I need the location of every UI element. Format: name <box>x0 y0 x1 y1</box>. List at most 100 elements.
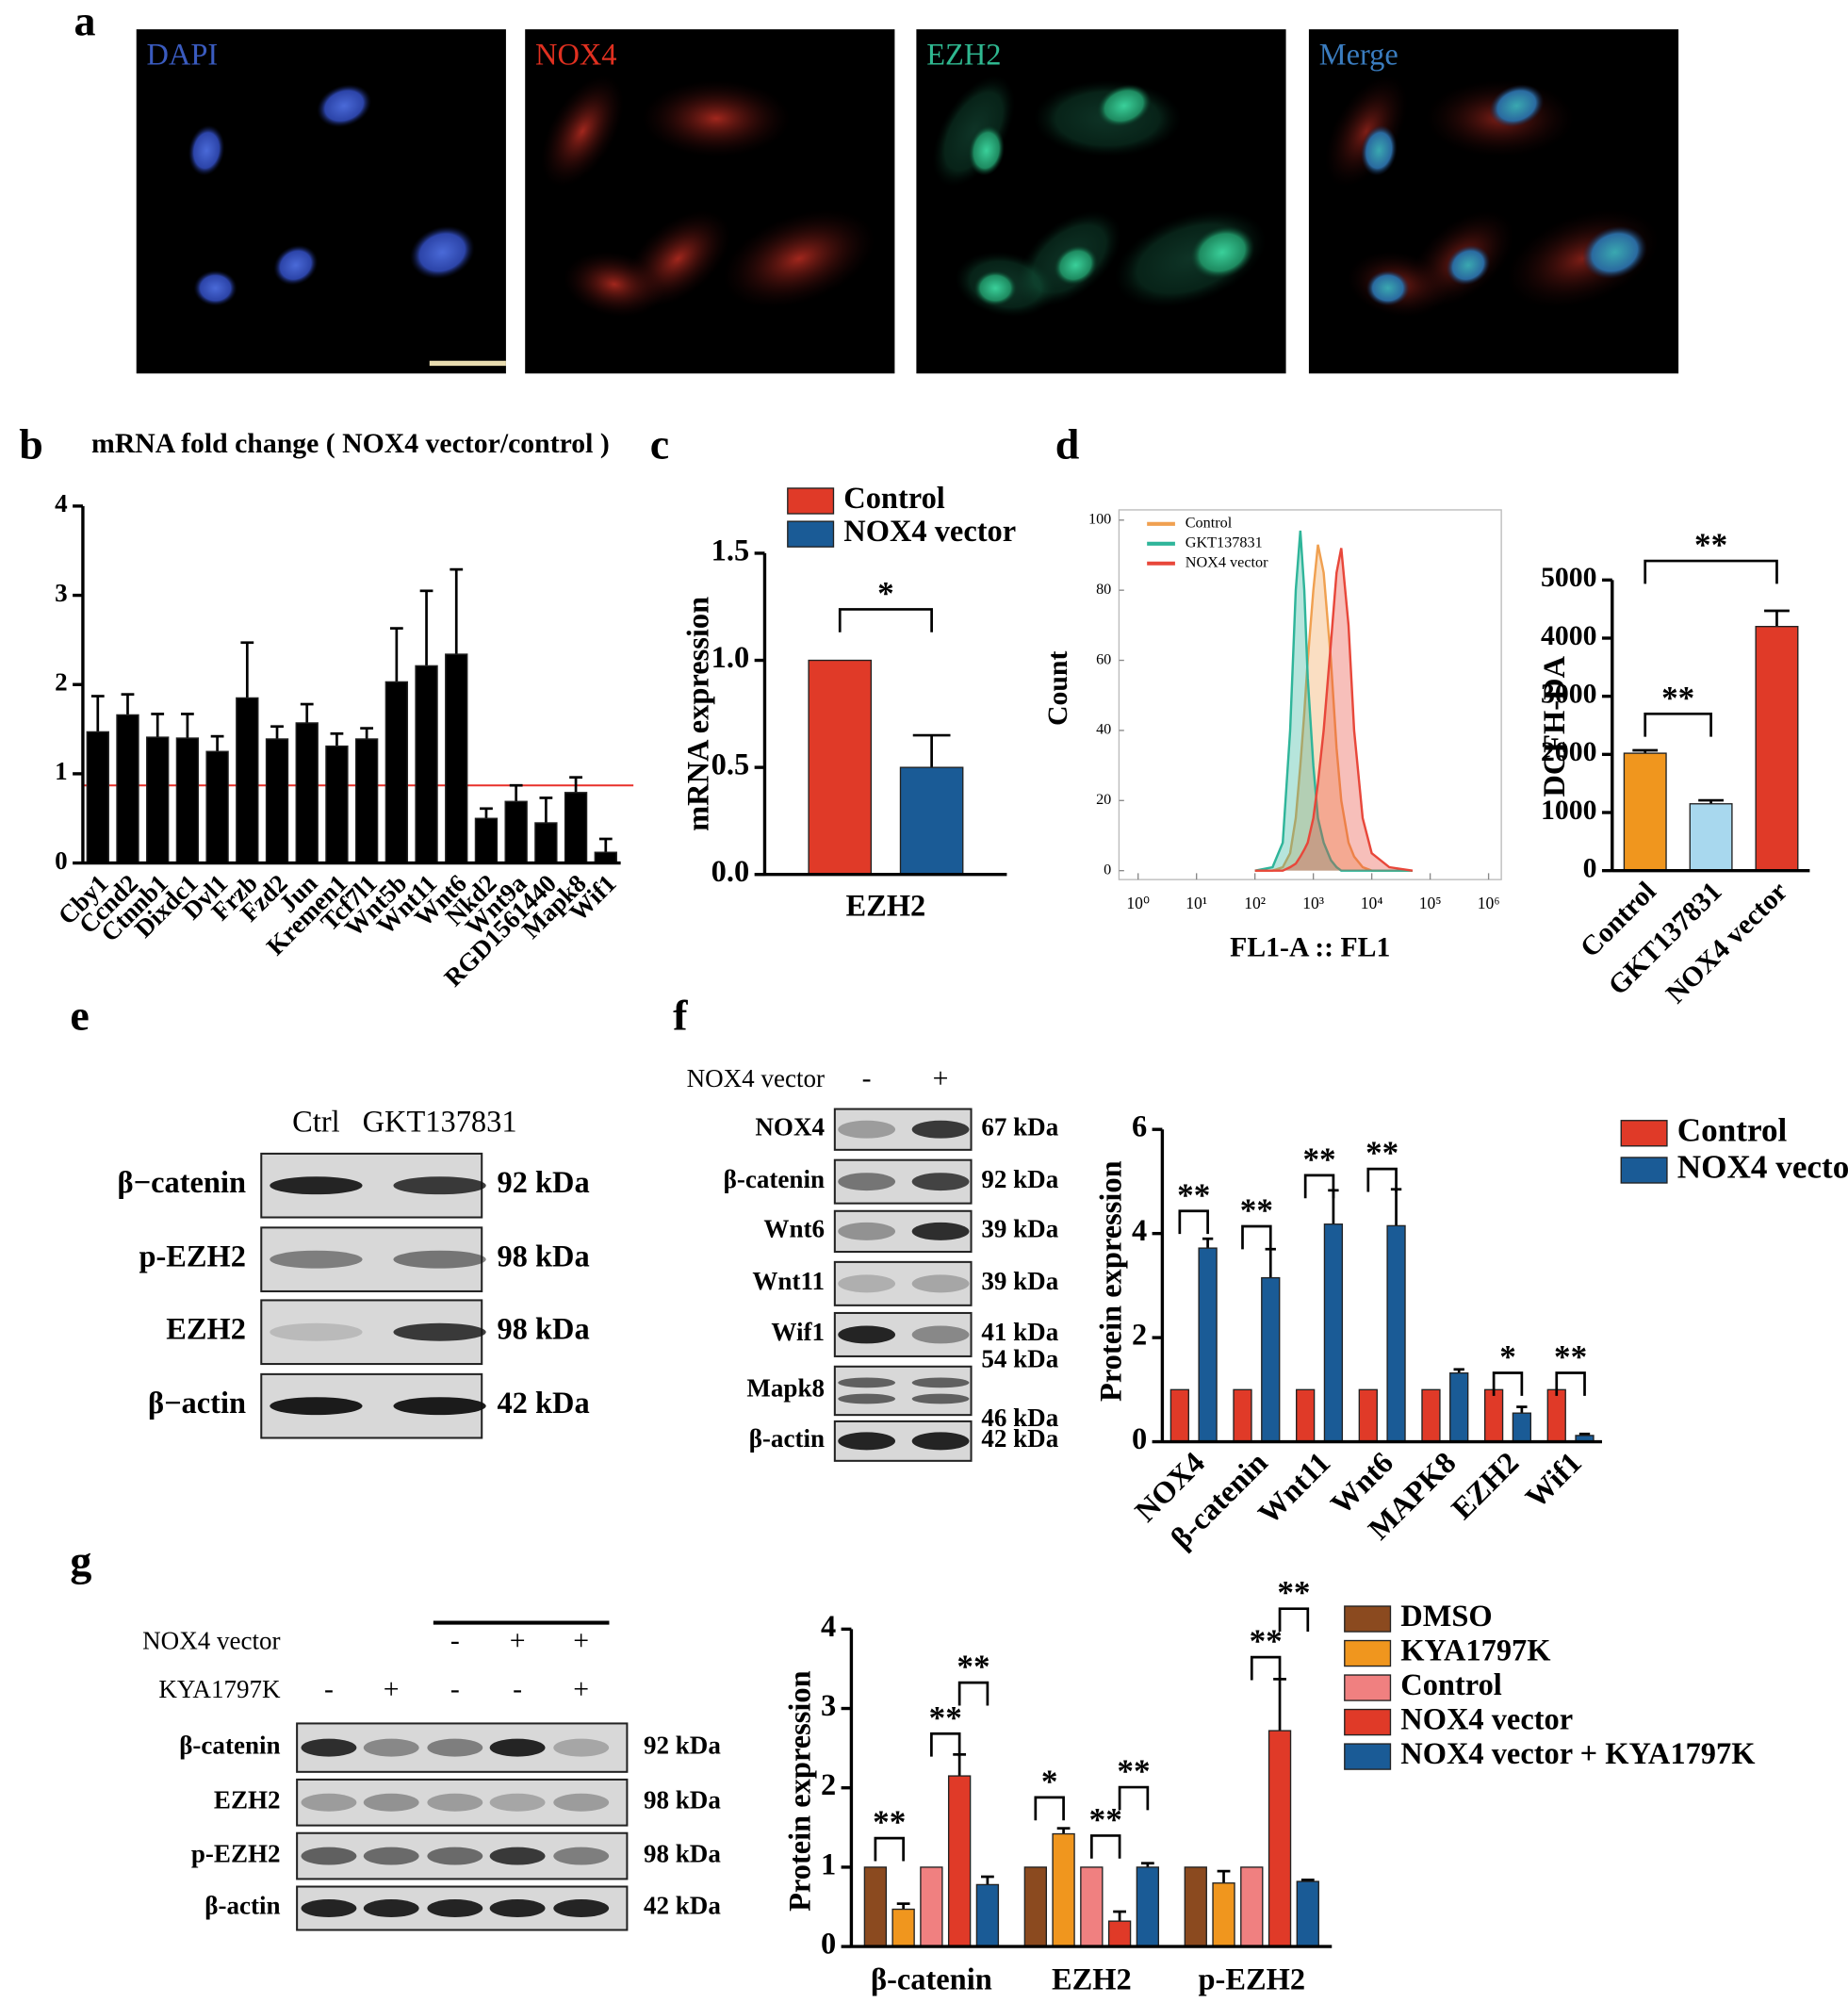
x-tick-label: EZH2 <box>1446 1446 1526 1526</box>
treatment-sign: - <box>862 1063 872 1094</box>
bar <box>1386 1224 1406 1443</box>
y-axis-title: Protein expression <box>783 1670 817 1912</box>
bar <box>808 659 873 876</box>
bar <box>1755 625 1799 872</box>
cytoplasm <box>1325 75 1408 187</box>
bar <box>175 737 200 864</box>
significance-label: ** <box>1177 1176 1210 1213</box>
blot-band <box>553 1793 610 1812</box>
blot-band <box>301 1738 357 1757</box>
significance-bracket <box>957 1681 989 1706</box>
significance-bracket <box>838 608 933 632</box>
channel-label: EZH2 <box>926 38 1001 72</box>
bar <box>325 745 349 864</box>
blot-band <box>553 1899 610 1917</box>
blot-band <box>363 1738 419 1757</box>
significance-bracket <box>1278 1607 1310 1633</box>
bar <box>146 736 170 864</box>
bar <box>116 714 139 864</box>
blot-band <box>363 1899 419 1917</box>
x-tick-label: EZH2 <box>1052 1962 1132 1996</box>
x-tick-label: 10³ <box>1302 894 1324 912</box>
significance-label: ** <box>1302 1141 1335 1177</box>
bar <box>1358 1388 1378 1443</box>
y-tick-label: 1.0 <box>711 641 750 675</box>
bar <box>594 851 617 864</box>
nucleus <box>968 124 1005 176</box>
bar <box>1623 752 1667 872</box>
y-tick-label: 1000 <box>1541 795 1597 826</box>
treatment-sign: - <box>450 1625 460 1656</box>
significance-bracket <box>874 1836 905 1862</box>
bar <box>863 1866 888 1947</box>
blot-strip <box>296 1778 629 1827</box>
nucleus <box>1366 270 1410 306</box>
cytoplasm <box>723 209 875 308</box>
molecular-weight: 42 kDa <box>644 1892 721 1920</box>
legend-swatch <box>1620 1120 1668 1147</box>
treatment-sign: - <box>324 1673 334 1704</box>
significance-bracket <box>1034 1796 1065 1821</box>
y-tick-label: 3 <box>55 579 68 607</box>
blot-band <box>489 1899 546 1917</box>
bar <box>1023 1866 1048 1947</box>
bar <box>1052 1832 1075 1947</box>
x-tick-label: 10⁴ <box>1361 894 1383 912</box>
treatment-sign: + <box>384 1673 400 1704</box>
nucleus <box>273 244 319 286</box>
bar <box>1136 1866 1160 1947</box>
channel-label: NOX4 <box>535 38 617 72</box>
molecular-weight: 41 kDa <box>981 1318 1058 1346</box>
nucleus <box>409 225 475 279</box>
bar <box>445 653 468 864</box>
y-tick-label: 2 <box>821 1768 836 1802</box>
bar <box>899 766 964 876</box>
blot-band <box>838 1120 896 1139</box>
blot-band <box>301 1847 357 1865</box>
panel-label: a <box>74 0 95 45</box>
blot-band <box>838 1274 896 1293</box>
x-tick-label: EZH2 <box>846 890 926 924</box>
blot-band <box>838 1222 896 1240</box>
legend-label: Control <box>1677 1111 1788 1148</box>
blot-band <box>838 1173 896 1191</box>
blot-band <box>427 1899 483 1917</box>
x-tick-label: 10⁵ <box>1419 894 1442 912</box>
bar <box>1421 1388 1441 1443</box>
bar <box>504 800 528 864</box>
blot-band <box>911 1120 970 1139</box>
protein-label: Wnt6 <box>763 1215 825 1243</box>
y-tick-label: 1 <box>55 757 68 785</box>
significance-bracket <box>1089 1834 1121 1859</box>
nucleus <box>1582 225 1647 279</box>
micrograph: NOX4 <box>525 29 895 374</box>
protein-label: Wnt11 <box>752 1267 825 1295</box>
treatment-sign: + <box>933 1063 949 1094</box>
x-tick-label: Wif1 <box>1519 1446 1588 1515</box>
significance-label: ** <box>1250 1623 1283 1660</box>
y-tick-label: 2 <box>55 667 68 696</box>
bar <box>1233 1388 1252 1443</box>
panel-label: c <box>650 420 669 468</box>
y-tick-label: 2000 <box>1541 736 1597 767</box>
channel-label: Merge <box>1319 38 1398 72</box>
micrograph: Merge <box>1308 29 1679 374</box>
blot-band <box>489 1847 546 1865</box>
blot-strip <box>833 1260 973 1306</box>
protein-label: Mapk8 <box>746 1374 825 1403</box>
significance-label: * <box>1499 1338 1516 1375</box>
bar <box>1483 1388 1504 1443</box>
significance-label: ** <box>1089 1801 1122 1838</box>
significance-label: ** <box>1240 1192 1273 1229</box>
blot-band <box>270 1397 363 1416</box>
bar <box>1198 1247 1218 1443</box>
treatment-sign: - <box>513 1673 522 1704</box>
treatment-sign: + <box>510 1625 526 1656</box>
histogram-area <box>1254 544 1414 872</box>
molecular-weight: 42 kDa <box>981 1424 1058 1453</box>
y-tick-label: 0 <box>821 1928 836 1962</box>
y-tick-label: 60 <box>1096 650 1111 667</box>
bar <box>1107 1920 1132 1947</box>
